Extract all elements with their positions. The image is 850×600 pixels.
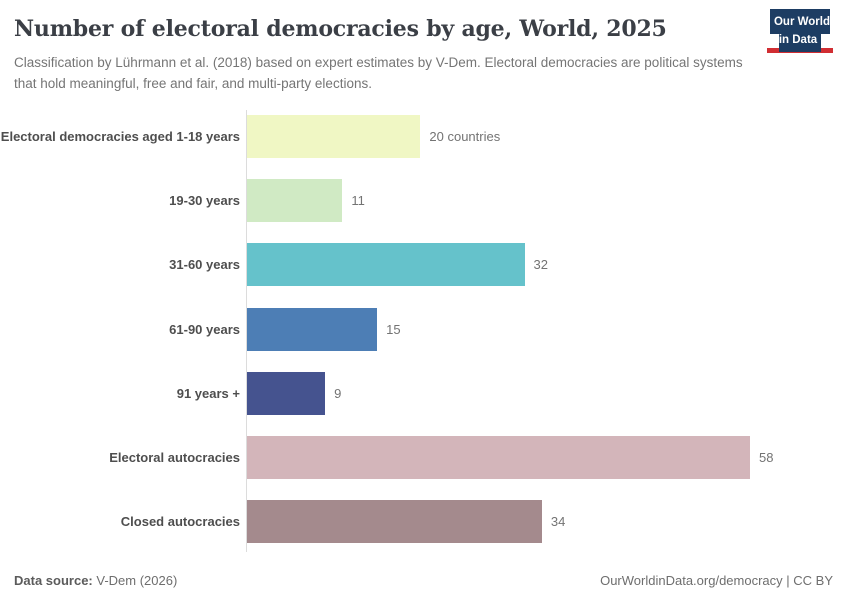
bar[interactable] [247, 436, 750, 480]
owid-logo[interactable]: Our World in Data [767, 9, 833, 53]
bar-wrap: 20 countries [247, 114, 501, 158]
category-label: 31-60 years [169, 257, 240, 273]
category-label: 19-30 years [169, 192, 240, 208]
data-source: Data source: V-Dem (2026) [14, 573, 177, 588]
bar-wrap: 9 [247, 371, 342, 415]
footer-links[interactable]: OurWorldinData.org/democracy | CC BY [600, 573, 833, 588]
bar[interactable] [247, 307, 378, 351]
bar[interactable] [247, 371, 326, 415]
chart-row: Electoral democracies aged 1-18 years 20… [0, 104, 850, 168]
value-label: 9 [334, 385, 342, 401]
bar[interactable] [247, 178, 343, 222]
chart-row: 91 years + 9 [0, 361, 850, 425]
data-source-value: V-Dem (2026) [96, 573, 178, 588]
y-axis-line [246, 110, 247, 552]
bar[interactable] [247, 500, 542, 544]
owid-logo-text: Our World in Data [769, 9, 830, 52]
value-label: 15 [386, 321, 401, 337]
bar-wrap: 15 [247, 307, 401, 351]
chart-row: 61-90 years 15 [0, 297, 850, 361]
value-label: 32 [533, 257, 548, 273]
bar[interactable] [247, 114, 421, 158]
bar-wrap: 32 [247, 243, 548, 287]
chart-subtitle: Classification by Lührmann et al. (2018)… [14, 55, 743, 91]
value-label: 34 [550, 514, 566, 530]
page-title: Number of electoral democracies by age, … [14, 16, 667, 42]
category-label: 91 years + [176, 385, 240, 401]
category-label: 61-90 years [169, 321, 240, 337]
footer-url[interactable]: OurWorldinData.org/democracy [600, 573, 783, 588]
bar-wrap: 58 [247, 436, 774, 480]
category-label: Electoral democracies aged 1-18 years [0, 128, 240, 144]
value-label: 11 [351, 192, 365, 208]
chart-footer: Data source: V-Dem (2026) OurWorldinData… [14, 573, 833, 588]
footer-license[interactable]: CC BY [793, 573, 833, 588]
value-label: 20 countries [429, 128, 501, 144]
chart-row: 19-30 years 11 [0, 168, 850, 232]
chart-row: Electoral autocracies 58 [0, 425, 850, 489]
bar-wrap: 11 [247, 178, 365, 222]
category-label: Closed autocracies [120, 514, 240, 530]
category-label: Electoral autocracies [109, 450, 240, 466]
data-source-label: Data source: [14, 573, 93, 588]
bar-wrap: 34 [247, 500, 566, 544]
bar[interactable] [247, 243, 525, 287]
bar-chart: Electoral democracies aged 1-18 years 20… [0, 104, 850, 554]
chart-row: 31-60 years 32 [0, 233, 850, 297]
chart-row: Closed autocracies 34 [0, 490, 850, 554]
value-label: 58 [759, 450, 774, 466]
footer-separator: | [782, 573, 794, 588]
